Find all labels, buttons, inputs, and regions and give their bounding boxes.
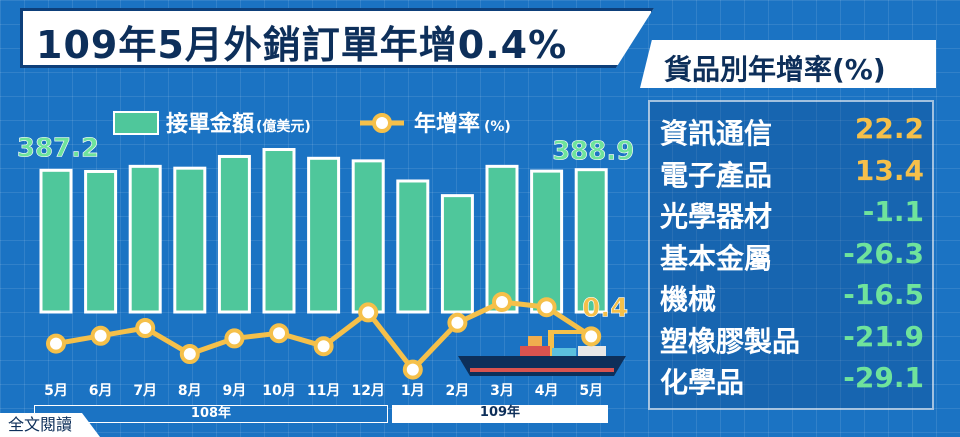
x-tick-label: 5月 xyxy=(579,383,603,399)
first-bar-label: 387.2 xyxy=(17,133,99,163)
rate-point-11 xyxy=(536,297,557,318)
rate-point-10 xyxy=(492,292,512,312)
legend-line-marker xyxy=(372,113,392,133)
rate-table xyxy=(648,100,934,410)
rate-point-9 xyxy=(447,312,468,333)
x-tick-label: 3月 xyxy=(490,383,514,399)
bar-3 xyxy=(173,166,207,314)
x-tick-label: 2月 xyxy=(446,383,470,399)
rate-point-3 xyxy=(179,344,200,364)
rate-row-value: -29.1 xyxy=(843,361,924,394)
bar-6 xyxy=(307,156,341,314)
rate-panel-title: 貨品別年增率(%) xyxy=(664,53,886,86)
x-tick-label: 7月 xyxy=(133,383,157,399)
x-axis-labels: 5月 6月 7月 8月 9月 10月 11月 12月 1月 2月 3月 4月 5月 xyxy=(44,383,603,399)
data-labels: 387.2 388.9 0.4 xyxy=(17,133,635,324)
bar-5 xyxy=(262,148,296,314)
x-tick-label: 9月 xyxy=(223,383,247,399)
legend-bar-unit: (億美元) xyxy=(256,118,311,135)
rate-point-1 xyxy=(90,325,111,346)
rate-panel-banner xyxy=(640,40,936,88)
rate-point-2 xyxy=(135,318,156,338)
page-title: 109年5月外銷訂單年增0.4% xyxy=(36,23,568,67)
bar-1 xyxy=(84,169,118,314)
rate-row-value: -1.1 xyxy=(862,195,924,228)
rate-row: 基本金屬 -26.3 xyxy=(660,233,928,275)
rate-point-4 xyxy=(224,328,245,349)
legend: 接單金額 (億美元) 年增率 (%) xyxy=(113,111,511,137)
last-bar-label: 388.9 xyxy=(552,137,634,167)
legend-bar-swatch xyxy=(113,111,159,135)
rate-row-value: -21.9 xyxy=(843,319,924,353)
bar-12 xyxy=(574,168,608,314)
rate-row-value: 22.2 xyxy=(854,112,924,145)
legend-line-unit: (%) xyxy=(484,119,511,135)
rate-point-12 xyxy=(581,326,602,347)
read-more-link[interactable]: 全文閱讀 xyxy=(0,413,100,437)
bar-9 xyxy=(440,194,474,314)
chart-area: 接單金額 (億美元) 年增率 (%) 5月 6月 7月 8月 9月 10月 11月 12月 1月… xyxy=(17,111,635,399)
bar-0 xyxy=(39,168,73,314)
rate-row: 化學品 -29.1 xyxy=(660,357,928,399)
year-108-bar: 108年 xyxy=(34,405,388,423)
x-tick-label: 6月 xyxy=(89,383,113,399)
rate-row-label: 光學器材 xyxy=(660,200,773,233)
rate-row-label: 塑橡膠製品 xyxy=(660,324,801,358)
bars-group xyxy=(39,148,608,314)
x-tick-label: 1月 xyxy=(401,383,425,399)
rate-point-8 xyxy=(402,359,423,380)
rate-row-label: 電子產品 xyxy=(660,158,773,192)
rate-point-6 xyxy=(313,336,334,357)
rate-row-label: 化學品 xyxy=(660,366,745,399)
bar-11 xyxy=(530,169,564,314)
x-tick-label: 4月 xyxy=(535,383,559,399)
rate-row: 塑橡膠製品 -21.9 xyxy=(660,316,928,358)
title-banner xyxy=(20,8,654,68)
x-tick-label: 11月 xyxy=(307,383,340,399)
rate-row-value: -26.3 xyxy=(843,236,924,270)
rate-row-value: -16.5 xyxy=(843,278,924,311)
rate-point-0 xyxy=(46,333,66,354)
bar-4 xyxy=(217,154,251,314)
x-tick-label: 5月 xyxy=(44,383,68,399)
bar-8 xyxy=(396,179,430,314)
rate-point-7 xyxy=(358,302,379,323)
legend-bar-label: 接單金額 xyxy=(166,111,254,137)
x-tick-label: 8月 xyxy=(178,383,202,399)
bar-7 xyxy=(351,159,385,314)
rate-row-label: 基本金屬 xyxy=(660,241,773,275)
x-tick-label: 10月 xyxy=(262,383,295,399)
year-109-bar: 109年 xyxy=(392,405,608,423)
rate-row-label: 資訊通信 xyxy=(660,117,773,150)
rate-point-5 xyxy=(269,323,289,344)
bar-10 xyxy=(485,164,519,314)
rate-row: 電子產品 13.4 xyxy=(660,150,928,192)
rate-row: 光學器材 -1.1 xyxy=(660,191,928,233)
legend-line-label: 年增率 xyxy=(414,111,480,137)
x-tick-label: 12月 xyxy=(351,383,384,399)
rate-row: 機械 -16.5 xyxy=(660,274,928,316)
bar-2 xyxy=(128,164,162,314)
rate-row: 資訊通信 22.2 xyxy=(660,108,928,150)
cargo-ship-illustration xyxy=(458,330,626,376)
rate-row-value: 13.4 xyxy=(854,153,924,187)
rate-row-label: 機械 xyxy=(660,283,717,316)
last-rate-label: 0.4 xyxy=(582,293,628,323)
rate-line-group xyxy=(46,292,602,380)
